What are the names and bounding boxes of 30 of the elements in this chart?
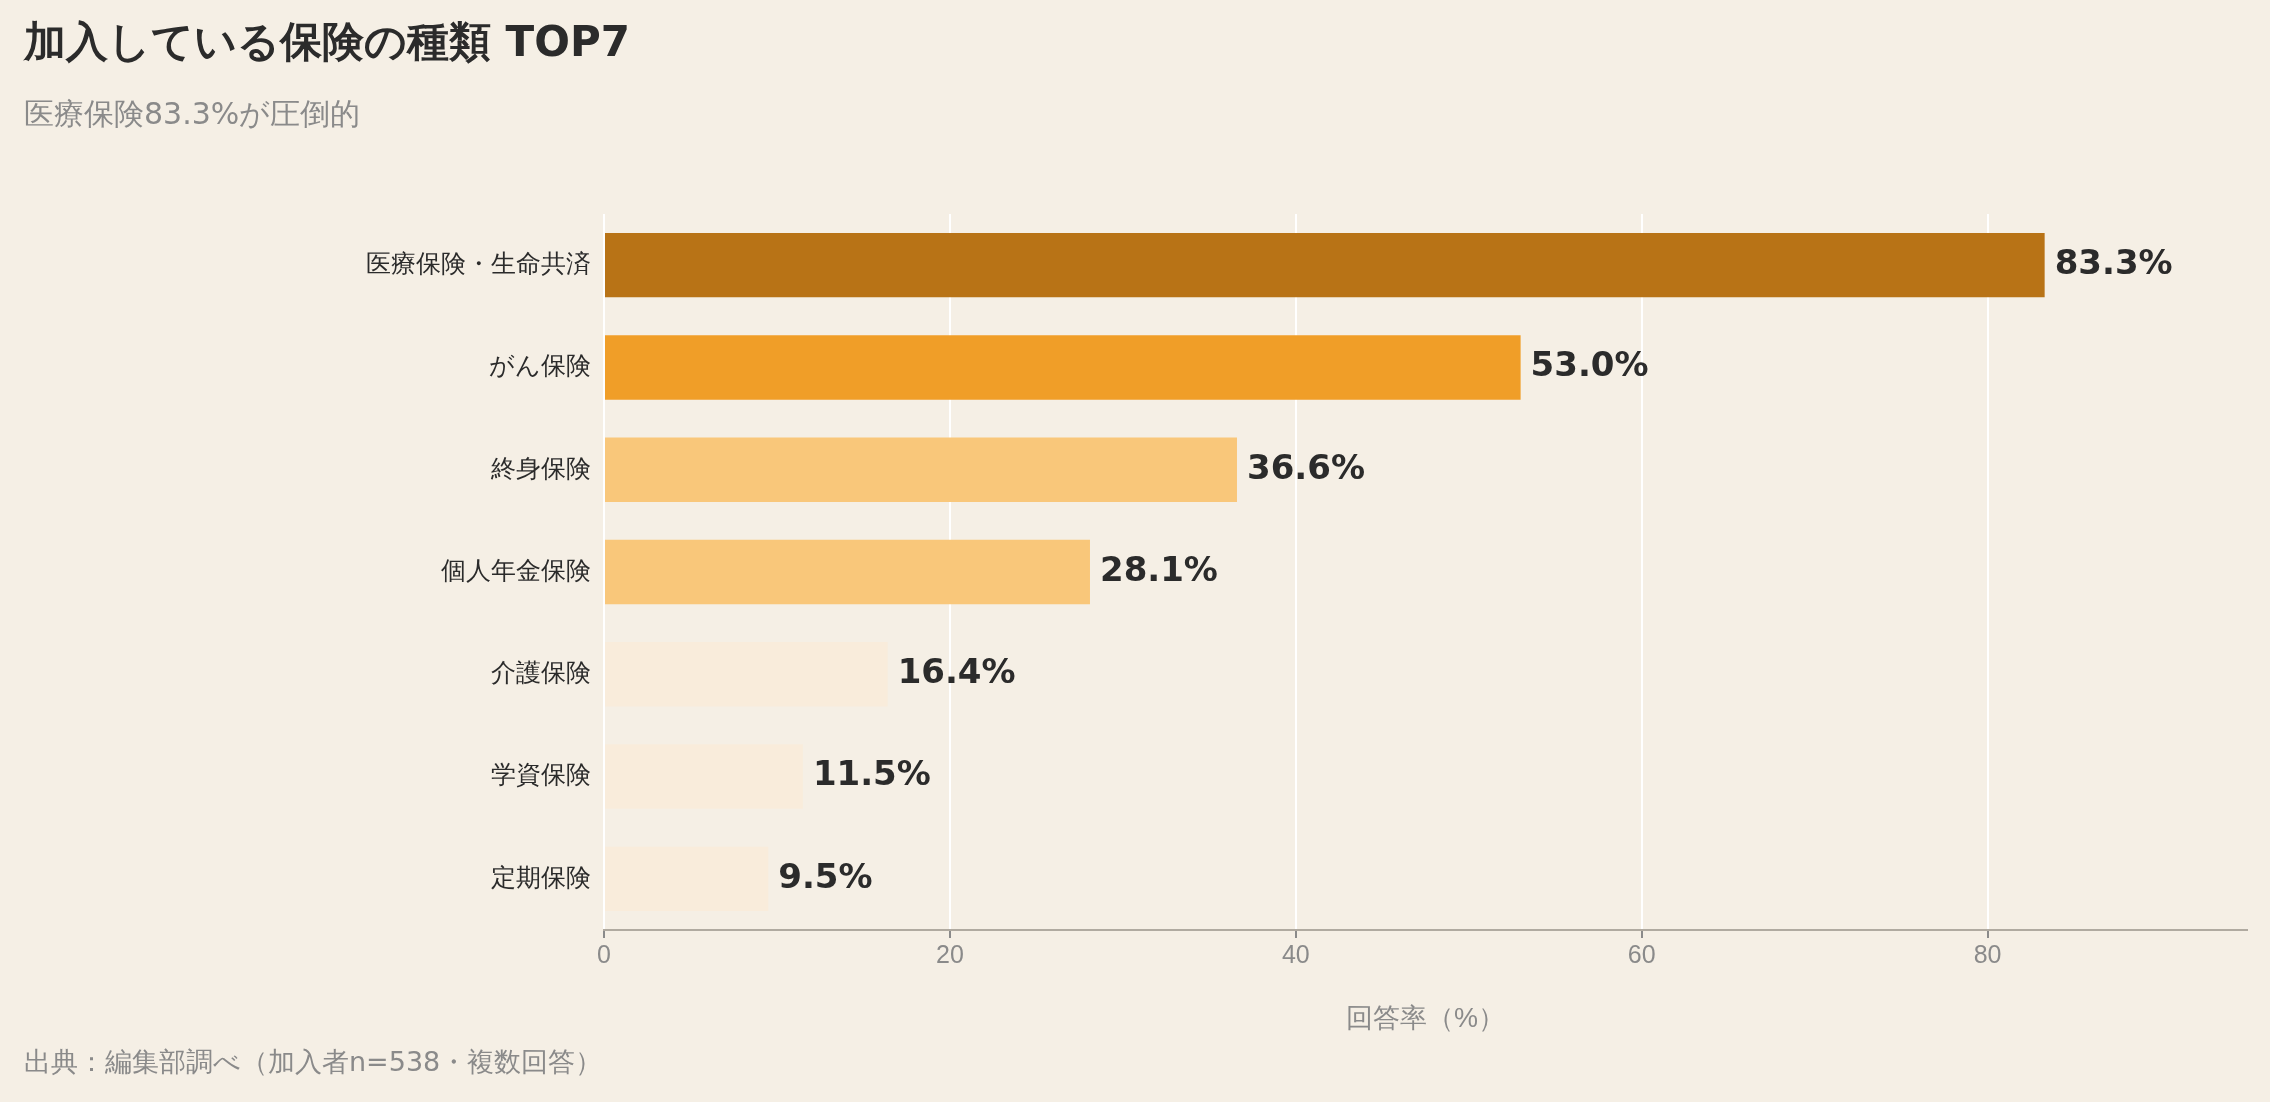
- x-axis-title: 回答率（%）: [1345, 1003, 1506, 1034]
- data-label: 11.5%: [812, 753, 931, 794]
- y-tick-label: がん保険: [489, 351, 591, 380]
- chart-title: 加入している保険の種類 TOP7: [24, 16, 630, 68]
- data-label: 9.5%: [778, 855, 873, 896]
- data-label: 83.3%: [2054, 241, 2173, 282]
- x-tick-label: 80: [1973, 939, 2002, 968]
- data-label: 16.4%: [897, 651, 1016, 692]
- data-label: 36.6%: [1246, 446, 1365, 487]
- bar: [605, 846, 769, 912]
- y-tick-label: 終身保険: [490, 453, 591, 482]
- y-tick-label: 学資保険: [491, 760, 591, 789]
- data-label: 28.1%: [1099, 548, 1218, 589]
- x-tick-label: 20: [935, 939, 964, 968]
- bar: [605, 232, 2045, 298]
- bar: [605, 744, 803, 809]
- y-tick-label: 定期保険: [491, 862, 591, 891]
- text: 医療保険83.3%が圧倒的: [24, 95, 361, 133]
- y-tick-label: 医療保険・生命共済: [366, 249, 591, 278]
- bar: [605, 335, 1521, 400]
- x-tick-label: 0: [597, 939, 611, 968]
- bar: [605, 539, 1090, 605]
- data-label: 53.0%: [1530, 344, 1649, 385]
- x-tick-label: 60: [1627, 939, 1656, 968]
- y-tick-label: 個人年金保険: [441, 555, 591, 584]
- bar: [605, 642, 888, 707]
- x-tick-label: 40: [1281, 939, 1310, 968]
- source-note: 出典：編集部調べ（加入者n=538・複数回答）: [24, 1045, 603, 1079]
- bar: [605, 437, 1237, 502]
- y-tick-label: 介護保険: [491, 658, 591, 687]
